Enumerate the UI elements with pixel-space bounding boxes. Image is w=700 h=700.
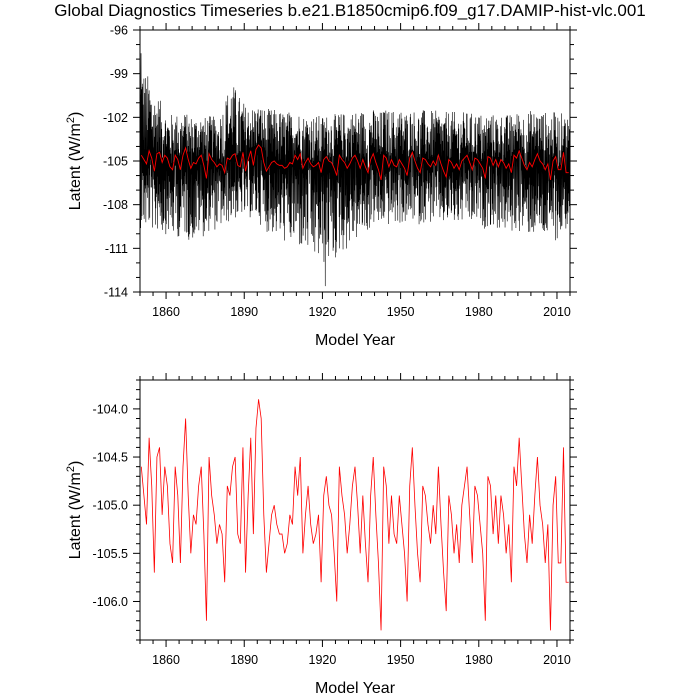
x-axis-title: Model Year — [315, 332, 396, 349]
y-tick-label: -104.0 — [93, 402, 128, 416]
y-axis-title-text: Latent (W/m — [67, 472, 84, 559]
y-axis-title-sup: 2 — [65, 117, 77, 123]
y-tick-label: -111 — [105, 242, 128, 256]
y-axis-title: Latent (W/m2) — [65, 461, 84, 560]
x-tick-label: 2010 — [543, 653, 571, 667]
y-tick-label: -102 — [103, 111, 128, 125]
plot-frame — [139, 379, 571, 641]
x-tick-label: 1860 — [152, 653, 180, 667]
y-tick-label: -108 — [103, 198, 128, 212]
x-tick-label: 1890 — [230, 653, 258, 667]
page-title: Global Diagnostics Timeseries b.e21.B185… — [54, 1, 646, 20]
bottom-panel: 1860 1890 1920 1950 1980 2010 -104.0 -104.5 -105… — [65, 373, 577, 697]
top-panel: 1860 1890 1920 1950 1980 2010 -96 -99 -102 -105 -1… — [65, 23, 577, 349]
y-tick-label: -106.0 — [93, 595, 128, 609]
series-annual-line — [140, 399, 569, 631]
y-tick-label: -96 — [110, 24, 128, 38]
y-tick-label: -105.0 — [93, 499, 128, 513]
x-axis-title: Model Year — [315, 680, 396, 697]
y-axis-title-suffix: ) — [67, 112, 84, 117]
x-tick-label: 1890 — [230, 305, 258, 319]
y-tick-label: -114 — [104, 286, 128, 300]
y-axis-title-text: Latent (W/m — [67, 123, 84, 210]
x-tick-label: 2010 — [543, 305, 571, 319]
y-tick-label: -105.5 — [93, 547, 128, 561]
x-tick-label: 1950 — [387, 305, 415, 319]
y-tick-label: -99 — [110, 67, 128, 81]
x-tick-label: 1980 — [465, 305, 493, 319]
y-axis-title-suffix: ) — [67, 461, 84, 466]
x-tick-label: 1920 — [309, 653, 337, 667]
x-tick-label: 1920 — [309, 305, 337, 319]
x-tick-label: 1950 — [387, 653, 415, 667]
y-tick-label: -105 — [103, 155, 128, 169]
x-tick-label: 1980 — [465, 653, 493, 667]
x-tick-label: 1860 — [152, 305, 180, 319]
series-monthly-line — [139, 53, 571, 287]
y-axis-title: Latent (W/m2) — [65, 112, 84, 211]
series-annual-line — [140, 144, 569, 181]
y-tick-label: -104.5 — [93, 451, 128, 465]
y-axis-title-sup: 2 — [65, 466, 77, 472]
